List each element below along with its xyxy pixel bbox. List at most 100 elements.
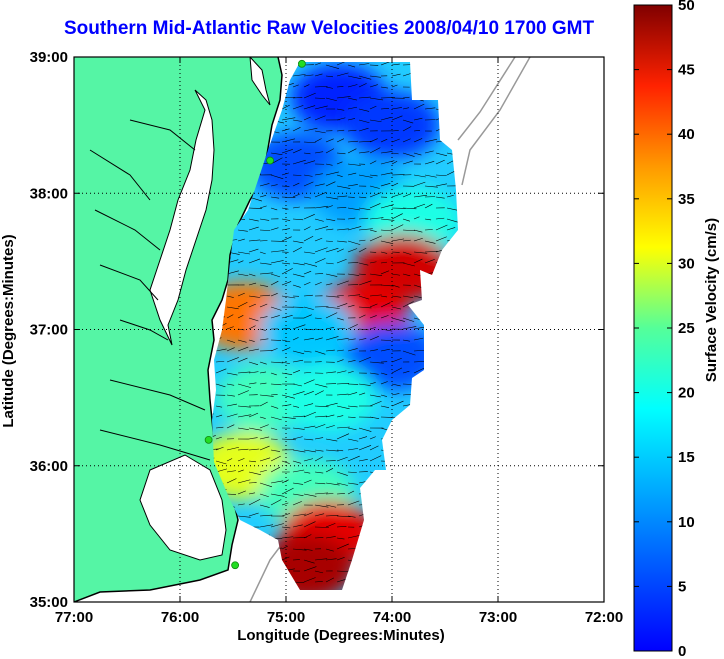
velocity-arrow (336, 228, 349, 231)
velocity-arrow (204, 471, 211, 475)
velocity-arrow (270, 315, 280, 319)
velocity-arrow (281, 372, 293, 376)
velocity-arrow (303, 306, 314, 310)
velocity-arrow (358, 338, 367, 341)
velocity-arrow (336, 543, 349, 550)
velocity-arrow (391, 317, 405, 322)
velocity-arrow (402, 96, 410, 99)
velocity-arrow (281, 218, 291, 221)
velocity-arrow (270, 449, 281, 452)
velocity-arrow (215, 141, 230, 145)
velocity-arrow (358, 445, 372, 451)
velocity-arrow (226, 326, 234, 330)
velocity-arrow (237, 229, 248, 232)
velocity-arrow (314, 151, 324, 154)
velocity-arrow (380, 437, 389, 440)
velocity-arrow (347, 392, 358, 396)
velocity-arrow (237, 218, 246, 220)
velocity-arrow (380, 394, 387, 397)
velocity-arrow (336, 96, 351, 99)
velocity-arrow (402, 119, 414, 124)
velocity-arrow (215, 536, 223, 539)
velocity-arrow (259, 316, 268, 319)
velocity-arrow (259, 524, 274, 528)
velocity-arrow (215, 581, 229, 583)
velocity-arrow (391, 591, 405, 594)
velocity-arrow (446, 312, 458, 319)
velocity-arrow (204, 482, 213, 484)
velocity-arrow (424, 174, 437, 178)
velocity-arrow (435, 592, 447, 596)
velocity-arrow (204, 502, 219, 506)
velocity-arrow (259, 416, 266, 419)
velocity-arrow (402, 207, 417, 210)
velocity-arrow (457, 446, 465, 451)
velocity-arrow (281, 526, 291, 529)
velocity-arrow (325, 523, 336, 528)
velocity-arrow (358, 523, 368, 528)
velocity-arrow (237, 183, 245, 187)
velocity-arrow (424, 350, 434, 353)
velocity-arrow (248, 218, 259, 222)
colorbar-tick-label: 45 (678, 62, 695, 79)
velocity-arrow (281, 83, 294, 88)
velocity-arrow (391, 460, 402, 463)
colorbar-tick-label: 50 (678, 0, 695, 14)
velocity-arrow (358, 504, 366, 506)
velocity-arrow (347, 273, 360, 276)
velocity-arrow (435, 317, 444, 320)
velocity-arrow (237, 448, 249, 451)
velocity-arrow (248, 492, 256, 495)
velocity-arrow (358, 436, 368, 440)
velocity-arrow (413, 117, 423, 121)
velocity-arrow (369, 445, 379, 451)
velocity-arrow (226, 446, 240, 451)
velocity-arrow (380, 284, 394, 287)
velocity-arrow (457, 504, 468, 509)
velocity-arrow (402, 383, 416, 385)
velocity-arrow (336, 578, 347, 583)
velocity-arrow (457, 537, 466, 541)
velocity-arrow (358, 534, 368, 539)
velocity-arrow (270, 455, 281, 462)
velocity-arrow (369, 514, 382, 517)
velocity-arrow (303, 566, 317, 572)
velocity-arrow (435, 438, 444, 440)
velocity-arrow (358, 119, 370, 124)
velocity-arrow (226, 383, 235, 386)
velocity-arrow (457, 590, 464, 594)
velocity-arrow (402, 317, 415, 322)
velocity-arrow (358, 383, 371, 386)
velocity-arrow (424, 523, 436, 528)
velocity-arrow (314, 424, 326, 429)
velocity-arrow (391, 295, 402, 298)
velocity-arrow (435, 152, 448, 157)
velocity-arrow (413, 103, 425, 110)
y-tick-labels: 39:00 38:00 37:00 36:00 35:00 (30, 49, 604, 611)
velocity-arrow (226, 532, 239, 539)
velocity-arrow (226, 458, 233, 462)
velocity-arrow (336, 248, 344, 253)
velocity-arrow (391, 63, 400, 66)
velocity-arrow (314, 350, 326, 355)
velocity-arrow (281, 404, 292, 407)
velocity-arrow (303, 379, 315, 385)
velocity-arrow (325, 548, 334, 552)
velocity-arrow (237, 588, 251, 594)
velocity-arrow (226, 526, 236, 531)
x-tick-label: 76:00 (161, 609, 199, 626)
velocity-arrow (402, 536, 417, 539)
velocity-arrow (402, 370, 410, 374)
velocity-arrow (248, 239, 261, 242)
velocity-arrow (270, 537, 283, 540)
velocity-arrow (281, 281, 292, 286)
radar-station-marker (231, 561, 240, 570)
velocity-arrow (204, 227, 216, 231)
velocity-arrow (435, 339, 450, 343)
velocity-arrow (358, 217, 369, 220)
velocity-arrow (369, 75, 382, 78)
velocity-arrow (336, 129, 345, 132)
velocity-arrow (457, 130, 471, 135)
velocity-arrow (391, 182, 399, 187)
velocity-arrow (226, 141, 239, 145)
